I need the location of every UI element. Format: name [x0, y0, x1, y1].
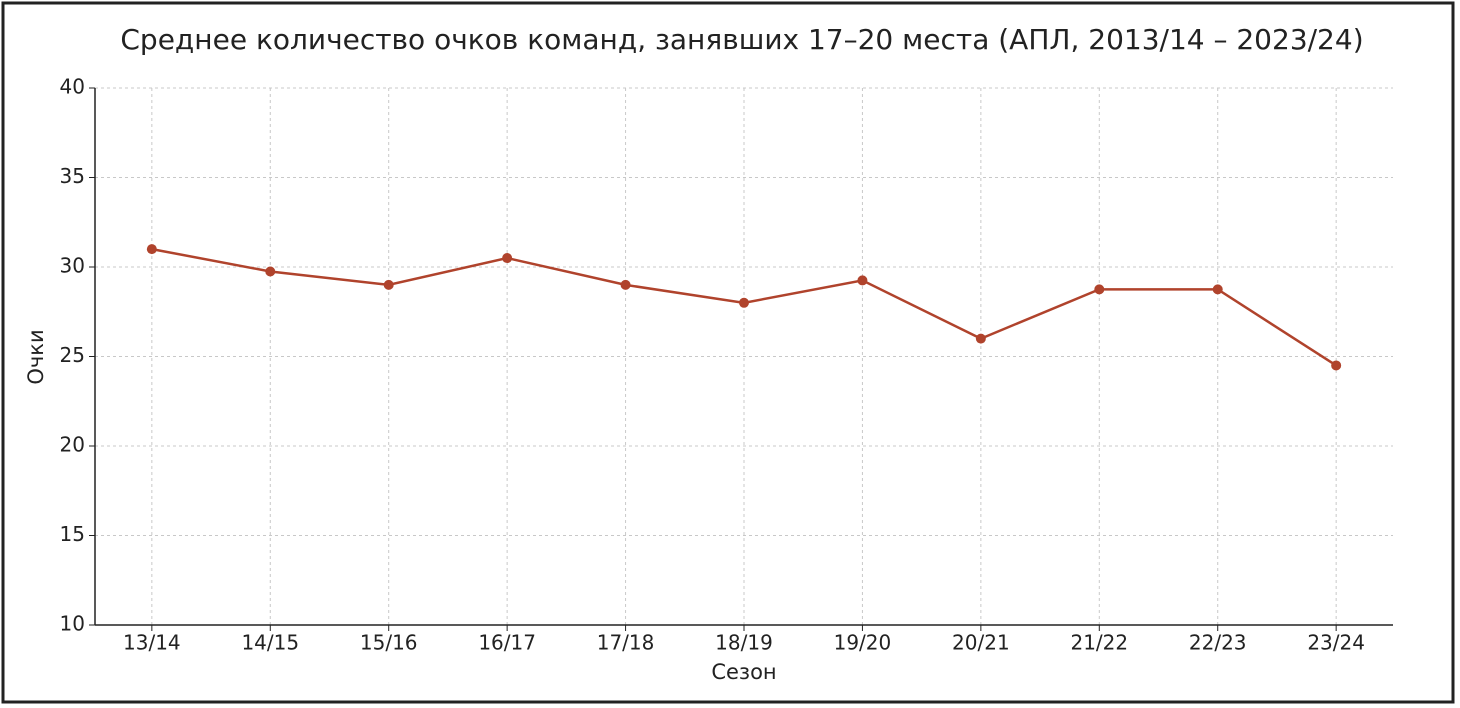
point: [265, 266, 276, 277]
y-tick-label: 25: [60, 343, 85, 367]
point: [739, 297, 749, 308]
x-tick-label: 20/21: [952, 631, 1010, 655]
x-tick-label: 15/16: [360, 631, 418, 655]
y-tick-label: 35: [60, 164, 85, 188]
x-tick-label: 21/22: [1070, 631, 1128, 655]
y-tick-label: 40: [60, 75, 85, 99]
x-tick-label: 16/17: [478, 631, 536, 655]
point: [975, 333, 986, 344]
point: [1212, 284, 1223, 295]
x-tick-label: 18/19: [715, 631, 773, 655]
point: [857, 275, 868, 286]
point: [146, 244, 157, 255]
point: [383, 279, 394, 290]
x-tick-label: 22/23: [1189, 631, 1247, 655]
point: [502, 253, 513, 264]
x-tick-label: 14/15: [241, 631, 299, 655]
point: [1331, 360, 1342, 371]
y-tick-label: 20: [60, 433, 85, 457]
chart-title: Среднее количество очков команд, занявши…: [120, 23, 1363, 56]
x-tick-label: 17/18: [597, 631, 655, 655]
point: [620, 279, 631, 290]
y-tick-label: 15: [60, 522, 85, 546]
x-tick-label: 13/14: [123, 631, 181, 655]
y-tick-label: 10: [60, 612, 85, 636]
y-axis-label: Очки: [24, 329, 48, 384]
x-tick-label: 23/24: [1307, 631, 1365, 655]
y-tick-label: 30: [60, 254, 85, 278]
x-tick-label: 19/20: [834, 631, 892, 655]
x-axis-label: Сезон: [711, 660, 776, 684]
point: [1094, 284, 1105, 295]
